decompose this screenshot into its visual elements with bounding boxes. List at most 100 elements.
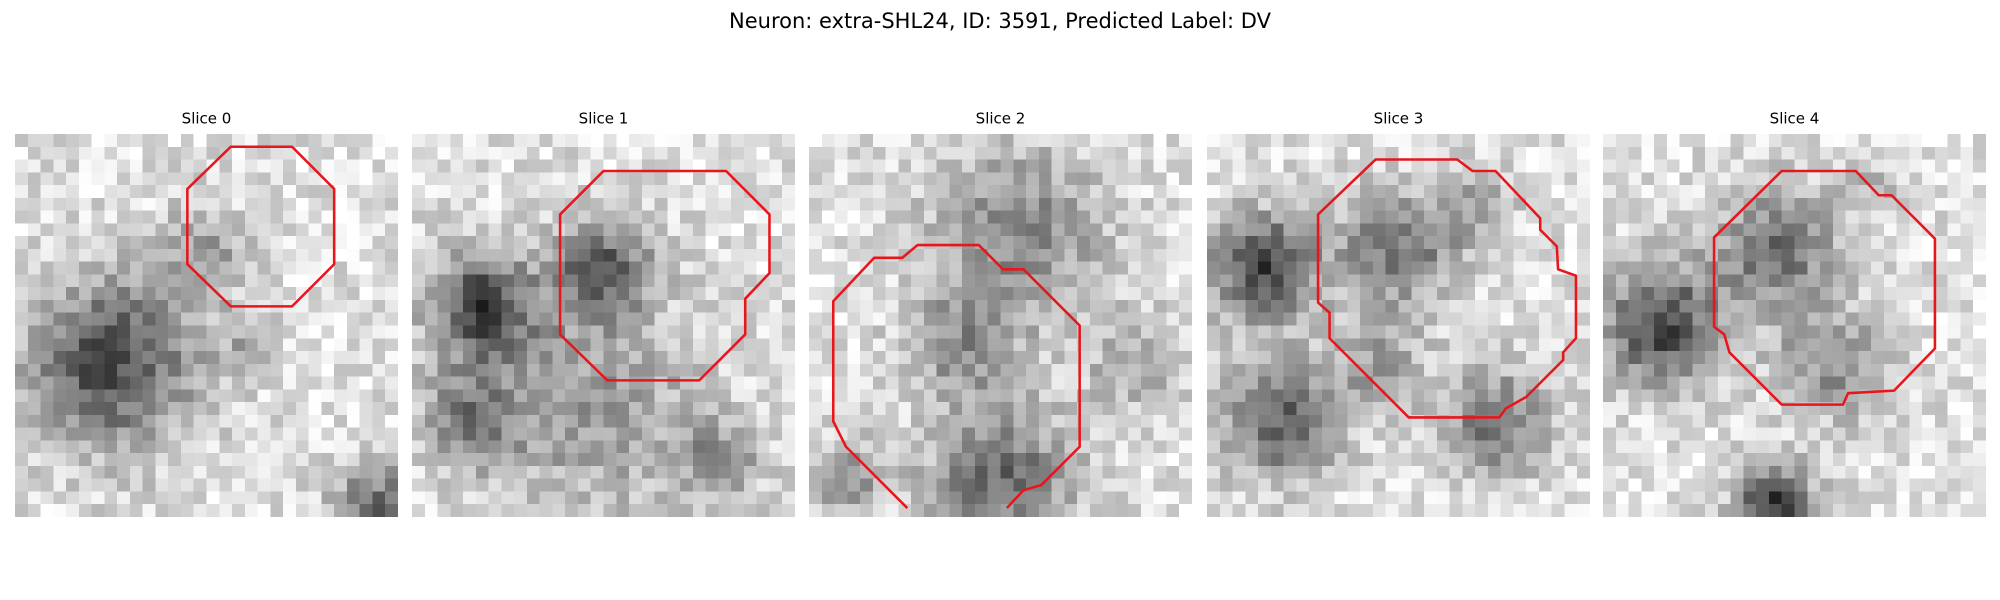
pixel: [1743, 312, 1757, 326]
pixel: [526, 146, 540, 160]
pixel: [769, 197, 783, 211]
pixel: [1051, 402, 1065, 415]
pixel: [1641, 402, 1655, 415]
pixel: [1207, 504, 1220, 517]
pixel: [526, 287, 540, 300]
pixel: [1666, 491, 1680, 505]
pixel: [15, 312, 28, 326]
pixel: [1245, 210, 1259, 224]
pixel: [488, 159, 502, 173]
pixel: [1089, 351, 1103, 364]
pixel: [898, 223, 912, 237]
pixel: [1462, 363, 1476, 377]
pixel: [1871, 274, 1884, 288]
pixel: [1960, 185, 1974, 198]
pixel: [1883, 261, 1897, 275]
pixel: [40, 465, 54, 479]
pixel: [526, 223, 540, 237]
pixel: [1398, 427, 1412, 441]
pixel: [1128, 274, 1141, 288]
pixel: [782, 465, 795, 479]
pixel: [385, 274, 398, 288]
pixel: [1449, 504, 1463, 517]
pixel: [308, 325, 322, 339]
pixel: [66, 504, 79, 517]
pixel: [949, 325, 963, 339]
pixel: [1538, 312, 1552, 326]
pixel: [1207, 312, 1220, 326]
pixel: [1462, 287, 1476, 300]
pixel: [1500, 453, 1514, 466]
pixel: [1436, 261, 1450, 275]
pixel: [53, 223, 67, 237]
pixel: [1654, 261, 1667, 275]
pixel: [1577, 261, 1590, 275]
pixel: [15, 491, 28, 505]
pixel: [244, 376, 258, 390]
pixel: [450, 312, 464, 326]
pixel: [911, 261, 924, 275]
pixel: [1883, 414, 1897, 428]
pixel: [488, 427, 502, 441]
pixel: [1705, 287, 1718, 300]
pixel: [15, 287, 28, 300]
pixel: [936, 465, 950, 479]
pixel: [1026, 210, 1039, 224]
pixel: [385, 146, 398, 160]
pixel: [1102, 197, 1116, 211]
pixel: [654, 389, 668, 403]
pixel: [463, 351, 476, 364]
pixel: [1475, 402, 1488, 415]
pixel: [1296, 440, 1310, 454]
pixel: [1768, 312, 1782, 326]
pixel: [283, 134, 296, 147]
pixel: [1615, 274, 1629, 288]
pixel: [1781, 197, 1795, 211]
pixel: [283, 261, 296, 275]
pixel: [847, 236, 861, 249]
pixel: [898, 274, 912, 288]
pixel: [1245, 427, 1259, 441]
pixel: [885, 274, 899, 288]
pixel: [1013, 376, 1027, 390]
pixel: [232, 287, 245, 300]
pixel: [1038, 465, 1052, 479]
pixel: [1153, 363, 1167, 377]
pixel: [270, 287, 284, 300]
pixel: [1487, 376, 1501, 390]
pixel: [372, 504, 386, 517]
pixel: [257, 338, 271, 352]
pixel: [1577, 312, 1590, 326]
pixel: [232, 414, 245, 428]
pixel: [949, 261, 963, 275]
pixel: [488, 453, 502, 466]
pixel: [1475, 363, 1488, 377]
pixel: [463, 274, 476, 288]
pixel: [1270, 465, 1284, 479]
pixel: [1871, 453, 1884, 466]
pixel: [1934, 223, 1948, 237]
pixel: [1360, 261, 1373, 275]
pixel: [616, 325, 630, 339]
pixel: [949, 185, 963, 198]
pixel: [129, 172, 143, 186]
pixel: [898, 159, 912, 173]
pixel: [539, 414, 553, 428]
roi-contour: [831, 243, 1081, 509]
pixel: [552, 453, 566, 466]
pixel: [1064, 146, 1078, 160]
pixel: [1730, 261, 1744, 275]
pixel: [1411, 465, 1425, 479]
pixel: [488, 236, 502, 249]
pixel: [488, 210, 502, 224]
pixel: [847, 134, 861, 147]
pixel: [923, 223, 937, 237]
pixel: [987, 351, 1001, 364]
pixel: [1283, 261, 1297, 275]
pixel: [66, 478, 79, 492]
pixel: [1000, 402, 1014, 415]
pixel: [193, 491, 207, 505]
pixel: [1641, 287, 1655, 300]
pixel: [923, 287, 937, 300]
pixel: [244, 159, 258, 173]
